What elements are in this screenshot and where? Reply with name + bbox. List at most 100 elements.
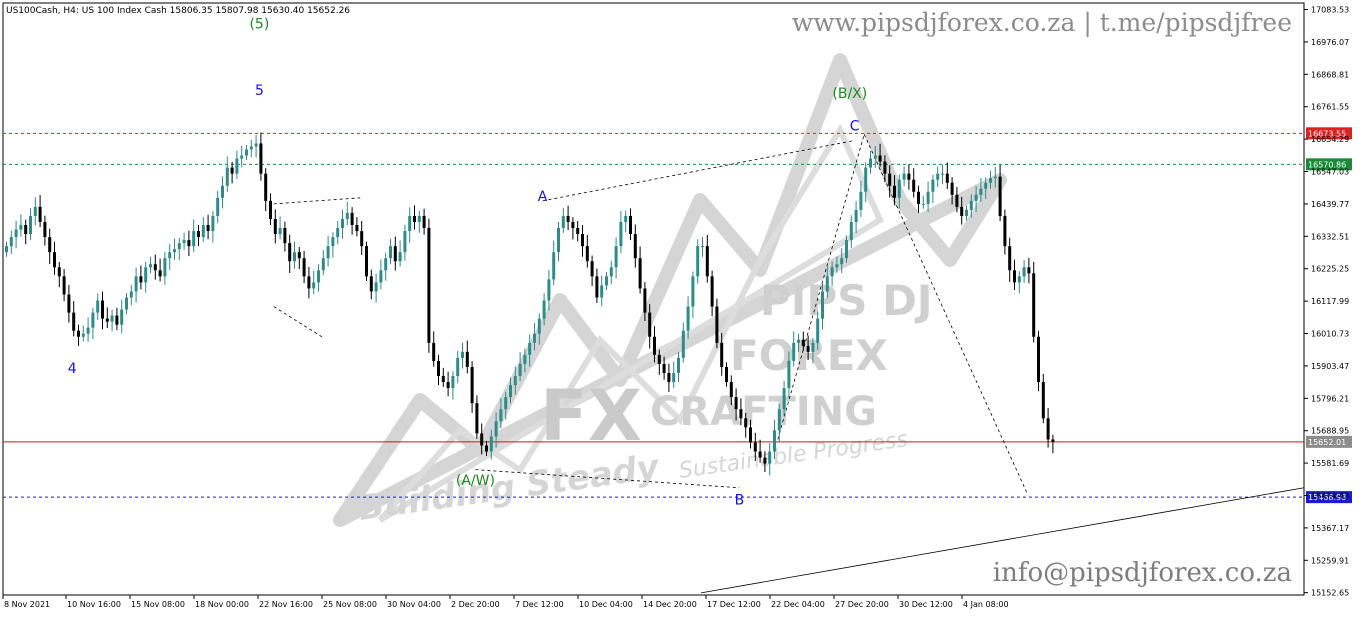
y-tick-label: 15259.91 [1311, 556, 1349, 565]
candle-body [557, 228, 560, 253]
candle-body [744, 418, 748, 428]
candle-body [456, 357, 460, 377]
candle-body [845, 240, 848, 259]
candle-body [398, 252, 402, 262]
candle-body [413, 215, 416, 222]
candle-body [48, 237, 52, 253]
candle-body [705, 246, 709, 277]
candles [5, 132, 1055, 476]
candle-body [672, 373, 676, 383]
candle-body [96, 300, 100, 313]
candle-body [158, 270, 162, 277]
candle-body [657, 354, 661, 364]
candle-body [566, 215, 570, 222]
x-tick-label: 14 Dec 20:00 [643, 600, 697, 609]
candle-body [417, 215, 421, 222]
candle-body [869, 158, 872, 168]
candle-body [245, 149, 248, 156]
y-tick-label: 15152.65 [1311, 589, 1349, 598]
candle-body [979, 188, 983, 195]
candle-body [225, 167, 229, 186]
candle-body [739, 409, 743, 419]
wave-label: (5) [249, 17, 269, 33]
candle-body [43, 221, 47, 238]
candle-body [269, 200, 272, 219]
candle-body [585, 246, 589, 262]
candle-body [197, 231, 200, 238]
y-tick-label: 17083.53 [1311, 5, 1349, 14]
long-trend-trendline [700, 487, 1305, 594]
candle-body [792, 342, 796, 361]
candle-body [365, 246, 368, 277]
resistance-price-tag [1306, 127, 1352, 140]
candle-body [326, 246, 330, 259]
candle-body [24, 225, 28, 235]
chart-header: US100Cash, H4: US 100 Index Cash 15806.3… [6, 6, 350, 16]
candle-body [926, 191, 930, 204]
candle-body [883, 161, 887, 174]
candle-body [278, 228, 282, 235]
candle-body [1041, 382, 1045, 419]
y-tick-label: 15581.69 [1311, 459, 1349, 468]
candle-body [912, 179, 916, 192]
x-tick-label: 4 Jan 08:00 [963, 600, 1009, 609]
current-price-price-tag [1306, 435, 1352, 448]
candle-body [14, 229, 18, 238]
candle-body [753, 442, 757, 452]
candle-body [331, 237, 335, 247]
candle-body [797, 339, 800, 343]
candle-body [1027, 267, 1031, 274]
candle-body [1051, 439, 1055, 442]
x-tick-label: 2 Dec 20:00 [451, 600, 500, 609]
wave-label: A [538, 189, 548, 205]
candle-body [605, 276, 608, 286]
candle-body [576, 228, 580, 235]
candle-body [144, 267, 148, 283]
candle-body [993, 176, 997, 179]
candle-body [552, 252, 556, 280]
candle-body [917, 191, 920, 204]
candle-body [749, 427, 752, 443]
candle-body [763, 457, 767, 464]
candle-body [321, 258, 325, 271]
candle-body [307, 276, 311, 289]
price-lines: 16673.55 16570.86 15652.01 15468.98 [3, 127, 1352, 504]
candle-body [475, 403, 479, 434]
candle-body [125, 297, 128, 310]
candle-body [86, 327, 90, 334]
candle-body [782, 388, 786, 410]
candle-body [67, 294, 71, 313]
y-tick-label: 16761.55 [1311, 103, 1349, 112]
candle-body [801, 339, 805, 346]
candle-body [643, 288, 647, 313]
candle-body [465, 351, 469, 367]
candle-body [969, 200, 973, 210]
candle-body [965, 209, 968, 216]
candle-body [1046, 418, 1050, 440]
candle-body [629, 215, 632, 235]
y-tick-label: 16010.73 [1311, 330, 1349, 339]
candle-body [624, 215, 628, 222]
candle-body [897, 179, 901, 198]
candle-body [509, 385, 512, 398]
candle-body [485, 445, 488, 452]
candle-body [499, 409, 503, 422]
wave-label: (A/W) [456, 473, 495, 489]
candle-body [235, 158, 239, 174]
candle-body [1037, 336, 1040, 383]
candle-body [648, 312, 652, 337]
candle-body [931, 179, 935, 192]
candle-body [787, 360, 791, 389]
candle-body [249, 146, 253, 150]
candle-body [389, 246, 392, 259]
candle-body [561, 215, 565, 229]
candle-body [614, 246, 618, 268]
wave-label: 4 [68, 361, 77, 377]
y-tick-label: 15688.95 [1311, 427, 1349, 436]
target-high-price-tag [1306, 158, 1352, 171]
target-high-price-label: 16570.86 [1308, 160, 1346, 169]
candle-body [432, 342, 436, 361]
x-tick-label: 30 Dec 12:00 [899, 600, 953, 609]
